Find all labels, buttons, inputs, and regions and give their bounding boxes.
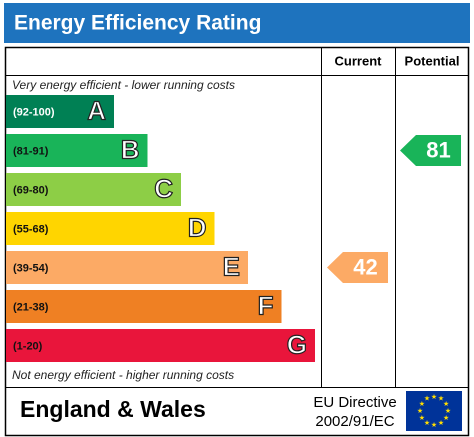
flag-star: ★	[417, 407, 423, 415]
directive: EU Directive	[313, 394, 396, 411]
band	[6, 329, 315, 362]
band-range: (69-80)	[13, 184, 49, 196]
frame	[4, 46, 470, 437]
band-letter: C	[154, 173, 173, 203]
flag-star: ★	[419, 400, 425, 408]
flag-star: ★	[443, 414, 449, 422]
band	[6, 134, 148, 167]
region: England & Wales	[20, 396, 206, 422]
flag-star: ★	[431, 421, 437, 429]
band-letter: D	[188, 212, 207, 242]
band-letter: A	[87, 95, 106, 125]
band	[6, 290, 282, 323]
title-bar	[4, 3, 470, 43]
band-range: (1-20)	[13, 340, 43, 352]
rating-value: 81	[426, 137, 450, 162]
rating-arrow	[400, 135, 461, 166]
band-letter: E	[223, 251, 240, 281]
flag-star: ★	[438, 395, 444, 403]
eu-flag	[406, 391, 462, 431]
bottom-note: Not energy efficient - higher running co…	[12, 368, 234, 382]
band	[6, 95, 114, 128]
band-range: (21-38)	[13, 301, 49, 313]
band	[6, 251, 248, 284]
column-header: Potential	[405, 53, 460, 68]
band-letter: B	[121, 134, 140, 164]
band	[6, 173, 181, 206]
band	[6, 212, 215, 245]
column-header: Current	[335, 53, 383, 68]
top-note: Very energy efficient - lower running co…	[12, 78, 235, 92]
flag-star: ★	[431, 393, 437, 401]
band-range: (81-91)	[13, 145, 49, 157]
rating-arrow	[327, 252, 388, 283]
band-range: (39-54)	[13, 262, 49, 274]
title: Energy Efficiency Rating	[14, 12, 261, 35]
band-letter: F	[258, 290, 274, 320]
flag-star: ★	[443, 400, 449, 408]
band-range: (92-100)	[13, 106, 55, 118]
flag-star: ★	[438, 419, 444, 427]
rating-value: 42	[353, 254, 377, 279]
flag-star: ★	[419, 414, 425, 422]
flag-star: ★	[445, 407, 451, 415]
directive: 2002/91/EC	[315, 413, 394, 430]
band-range: (55-68)	[13, 223, 49, 235]
flag-star: ★	[424, 419, 430, 427]
flag-star: ★	[424, 395, 430, 403]
band-letter: G	[287, 329, 307, 359]
